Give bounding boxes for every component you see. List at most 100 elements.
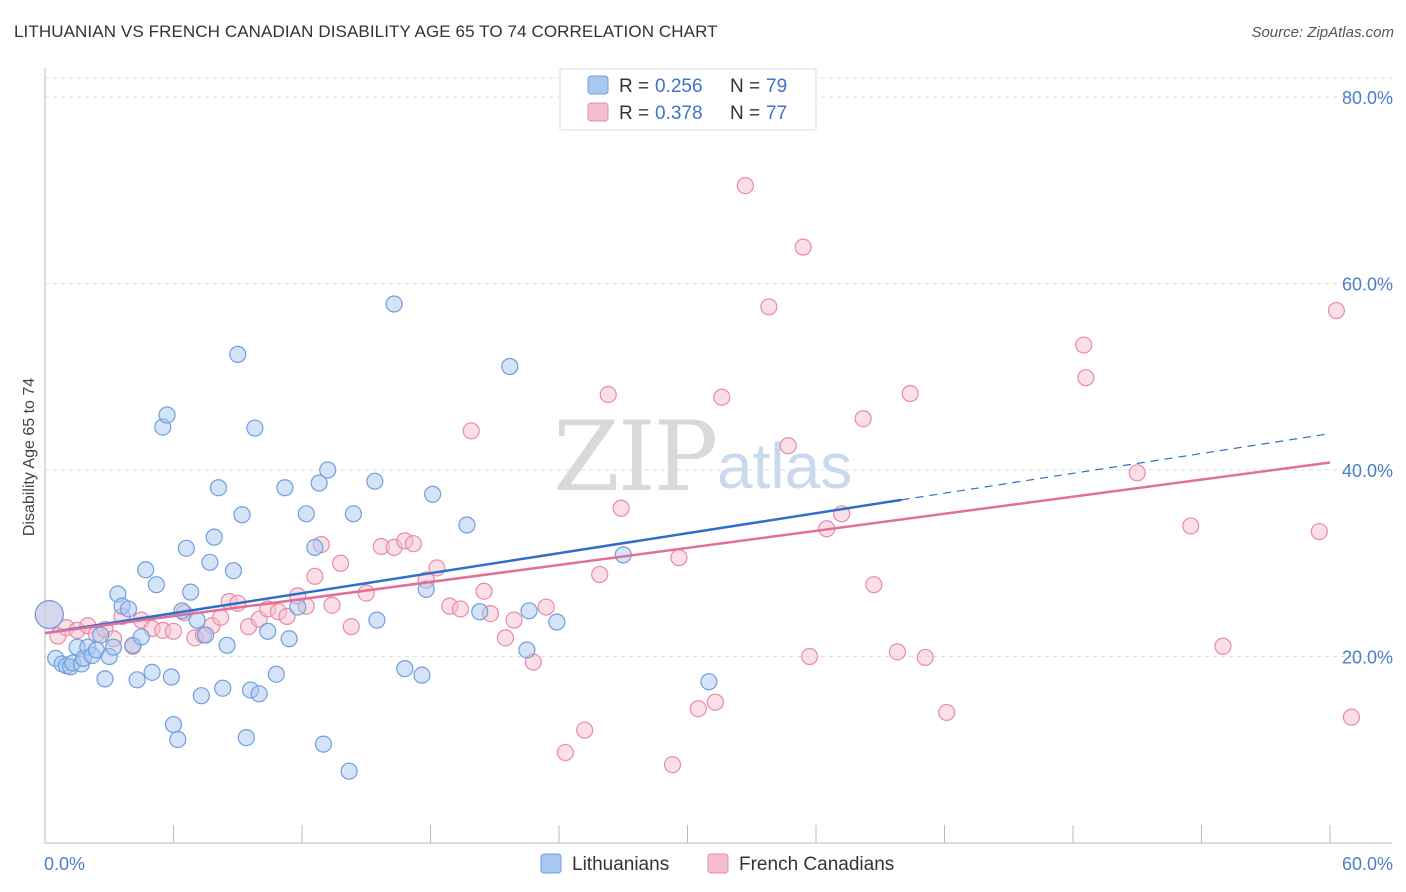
legend-swatch-blue [587, 75, 609, 95]
lithuanians-point [229, 345, 247, 363]
lithuanians-point [413, 666, 431, 684]
lithuanians-point [192, 687, 210, 705]
legend-bottom: Lithuanians French Canadians [540, 853, 894, 875]
french-canadians-point [1310, 522, 1328, 541]
lithuanians-point [297, 505, 315, 523]
lithuanians-point [385, 295, 403, 313]
french-canadians-point [689, 700, 707, 718]
series-french-canadians-points [34, 176, 1361, 774]
lithuanians-point [280, 630, 298, 648]
french-canadians-point [1327, 301, 1346, 320]
french-canadians-point [713, 388, 731, 406]
lithuanians-point [319, 461, 337, 479]
french-canadians-point [1182, 517, 1200, 535]
lithuanians-point [147, 576, 165, 594]
trend-lines [44, 433, 1331, 635]
legend-bottom-swatch-french-canadians [707, 853, 729, 874]
lithuanians-point [169, 730, 187, 749]
french-canadians-point [901, 384, 919, 403]
french-canadians-point [342, 618, 360, 636]
french-canadians-point [1342, 708, 1361, 726]
french-canadians-point [779, 437, 797, 455]
lithuanians-point [34, 599, 64, 630]
lithuanians-point [132, 628, 150, 646]
axes [44, 68, 1392, 844]
lithuanians-point [458, 516, 476, 534]
french-canadians-point [854, 410, 872, 428]
lithuanians-point [520, 602, 538, 620]
lithuanians-point [501, 357, 519, 376]
legend-r-label-2: R = [619, 103, 649, 124]
legend-n-value-2: 77 [766, 103, 787, 124]
lithuanians-point [164, 715, 183, 734]
legend-swatch-pink [587, 102, 609, 122]
legend-r-value-2: 0.378 [655, 103, 703, 124]
french-canadians-point [1128, 464, 1146, 482]
y-tick-label: 80.0% [1342, 88, 1393, 108]
french-canadians-point [670, 549, 688, 567]
lithuanians-point [233, 506, 251, 524]
lithuanians-point [177, 539, 195, 557]
lithuanians-point [340, 762, 358, 780]
legend-n-value-1: 79 [766, 76, 787, 97]
french-canadians-point [505, 611, 523, 629]
french-canadians-point [599, 385, 617, 404]
y-tick-label: 40.0% [1342, 461, 1393, 481]
lithuanians-point [344, 505, 362, 523]
lithuanians-point [237, 729, 255, 747]
x-tick-label: 0.0% [44, 854, 85, 874]
lithuanians-point [310, 474, 328, 492]
lithuanians-point [471, 603, 489, 621]
french-canadians-point [576, 721, 594, 739]
legend-bottom-swatch-lithuanians [540, 853, 562, 874]
french-canadians-point [591, 565, 609, 584]
lithuanians-point [396, 660, 414, 678]
lithuanians-point [306, 538, 324, 556]
grid-lines [45, 77, 1392, 657]
french-canadians-point [496, 629, 515, 647]
lithuanians-point [96, 670, 114, 688]
french-canadians-point [865, 576, 883, 594]
legend-n-label-2: N = [730, 103, 760, 124]
series-lithuanians-points [34, 295, 718, 780]
source-credit: Source: ZipAtlas.com [1251, 24, 1394, 41]
y-tick-label: 60.0% [1342, 275, 1393, 295]
french-canadians-point [663, 756, 682, 774]
lithuanians-point [119, 600, 138, 618]
french-canadians-trend-line [44, 461, 1331, 635]
lithuanians-point [201, 553, 219, 571]
french-canadians-point [736, 176, 754, 195]
lithuanians-point [267, 665, 285, 683]
lithuanians-point [143, 663, 161, 681]
lithuanians-point [137, 561, 155, 579]
french-canadians-point [1214, 637, 1232, 655]
lithuanians-point [205, 528, 223, 546]
lithuanians-point [92, 626, 110, 644]
legend-top: R = 0.256 N = 79 R = 0.378 N = 77 [559, 68, 817, 131]
french-canadians-point [357, 584, 375, 602]
watermark: ZIP atlas [553, 401, 852, 513]
lithuanians-point [158, 406, 176, 424]
legend-r-label-1: R = [619, 76, 649, 97]
french-canadians-point [404, 535, 422, 553]
legend-bottom-label-lithuanians: Lithuanians [572, 854, 669, 875]
lithuanians-point [700, 673, 718, 691]
french-canadians-point [462, 422, 480, 440]
legend-bottom-label-french-canadians: French Canadians [739, 854, 894, 875]
french-canadians-point [888, 643, 906, 661]
french-canadians-point [323, 596, 341, 614]
lithuanians-point [224, 562, 243, 580]
y-axis-label: Disability Age 65 to 74 [21, 378, 38, 536]
french-canadians-point [916, 648, 934, 667]
french-canadians-point [1075, 336, 1093, 354]
chart-title: LITHUANIAN VS FRENCH CANADIAN DISABILITY… [14, 22, 718, 41]
lithuanians-point [518, 641, 536, 659]
french-canadians-point [938, 703, 956, 722]
lithuanians-trend-line [44, 498, 902, 635]
french-canadians-point [475, 582, 493, 600]
lithuanians-point [214, 679, 232, 697]
lithuanians-point [209, 479, 228, 497]
lithuanians-point [162, 668, 180, 686]
lithuanians-point [250, 685, 268, 703]
